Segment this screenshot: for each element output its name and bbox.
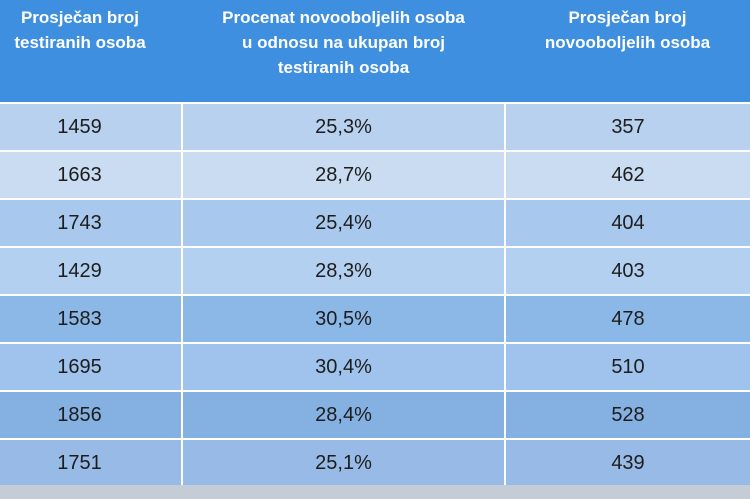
cell-percent: 25,1% <box>181 438 505 487</box>
header-avg-tested: Prosječan broj testiranih osoba <box>0 0 182 103</box>
cell-percent: 25,3% <box>181 102 505 151</box>
cell-new-cases: 439 <box>504 438 750 487</box>
cell-percent: 28,7% <box>181 150 505 199</box>
cell-tested: 1459 <box>0 102 182 151</box>
header-avg-new-cases: Prosječan broj novooboljelih osoba <box>505 0 750 103</box>
cell-new-cases: 357 <box>504 102 750 151</box>
bottom-background-strip <box>0 485 750 499</box>
table-row: 1751 25,1% 439 <box>0 438 750 487</box>
cell-tested: 1743 <box>0 198 182 247</box>
table-row: 1459 25,3% 357 <box>0 102 750 151</box>
header-line: novooboljelih osoba <box>544 33 711 52</box>
table-row: 1743 25,4% 404 <box>0 198 750 247</box>
cell-new-cases: 510 <box>504 342 750 391</box>
header-percent-new-cases: Procenat novooboljelih osoba u odnosu na… <box>182 0 505 103</box>
header-line: Prosječan broj <box>568 8 687 27</box>
cell-percent: 30,4% <box>181 342 505 391</box>
cell-percent: 25,4% <box>181 198 505 247</box>
cell-tested: 1695 <box>0 342 182 391</box>
table-row: 1856 28,4% 528 <box>0 390 750 439</box>
cell-tested: 1583 <box>0 294 182 343</box>
cell-new-cases: 528 <box>504 390 750 439</box>
cell-new-cases: 403 <box>504 246 750 295</box>
header-line: testiranih osoba <box>277 58 410 77</box>
cell-percent: 28,4% <box>181 390 505 439</box>
header-row: Prosječan broj testiranih osoba Procenat… <box>0 0 750 103</box>
table-body: 1459 25,3% 357 1663 28,7% 462 1743 25,4%… <box>0 102 750 487</box>
statistics-table: Prosječan broj testiranih osoba Procenat… <box>0 0 750 487</box>
table-header: Prosječan broj testiranih osoba Procenat… <box>0 0 750 103</box>
table-row: 1663 28,7% 462 <box>0 150 750 199</box>
header-line: Procenat novooboljelih osoba <box>222 8 465 27</box>
cell-new-cases: 478 <box>504 294 750 343</box>
cell-percent: 28,3% <box>181 246 505 295</box>
table-row: 1429 28,3% 403 <box>0 246 750 295</box>
header-line: testiranih osoba <box>14 33 146 52</box>
cell-tested: 1856 <box>0 390 182 439</box>
table-row: 1695 30,4% 510 <box>0 342 750 391</box>
cell-tested: 1751 <box>0 438 182 487</box>
cell-new-cases: 404 <box>504 198 750 247</box>
cell-tested: 1429 <box>0 246 182 295</box>
table-row: 1583 30,5% 478 <box>0 294 750 343</box>
cell-new-cases: 462 <box>504 150 750 199</box>
header-line: u odnosu na ukupan broj <box>241 33 446 52</box>
cell-tested: 1663 <box>0 150 182 199</box>
cell-percent: 30,5% <box>181 294 505 343</box>
header-line: Prosječan broj <box>20 8 140 27</box>
